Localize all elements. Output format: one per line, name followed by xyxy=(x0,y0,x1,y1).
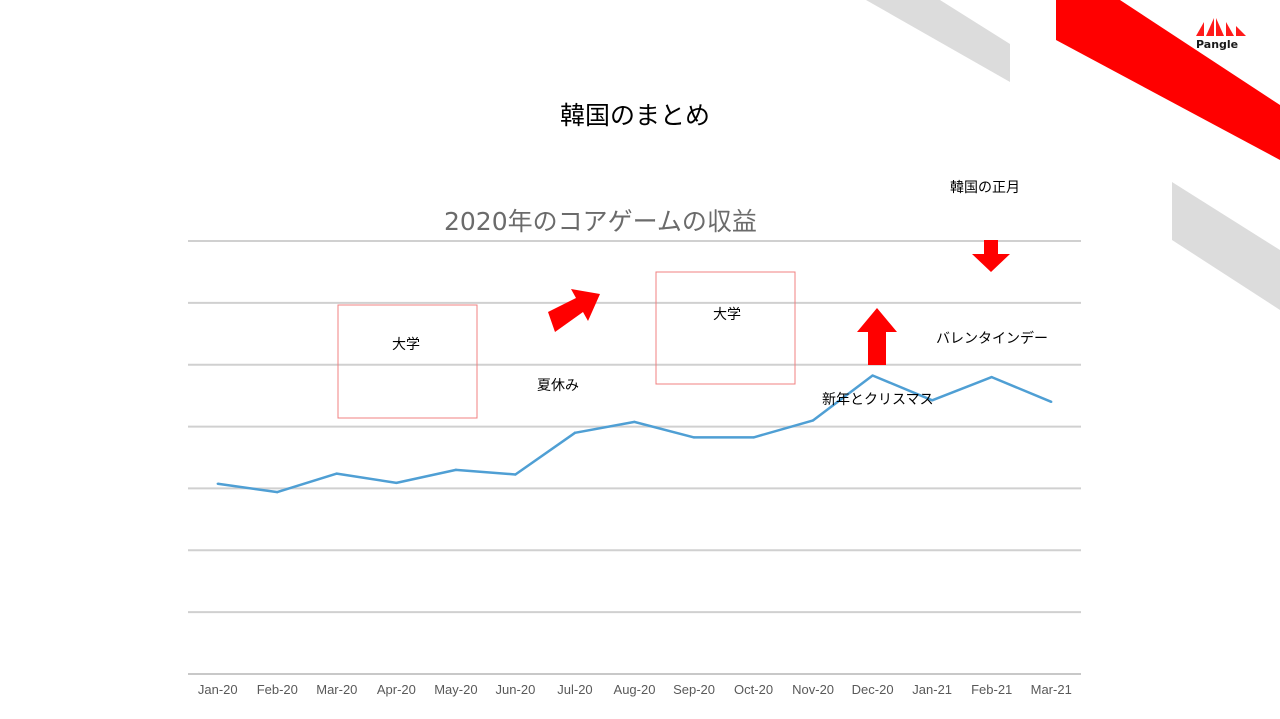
x-tick-label: Feb-21 xyxy=(971,682,1012,697)
x-axis-labels: Jan-20 Feb-20 Mar-20 Apr-20 May-20 Jun-20 Jul-… xyxy=(198,682,1072,697)
x-tick-label: May-20 xyxy=(434,682,477,697)
x-tick-label: Aug-20 xyxy=(614,682,656,697)
chart-title: 2020年のコアゲームの収益 xyxy=(444,207,757,236)
x-tick-label: Jun-20 xyxy=(496,682,536,697)
university-box-2 xyxy=(655,271,796,385)
data-point-Feb-21 xyxy=(990,375,993,379)
data-point-Nov-20 xyxy=(811,419,815,422)
data-point-Mar-20 xyxy=(335,472,339,475)
data-point-Jul-20 xyxy=(573,431,577,434)
chart-gridlines xyxy=(188,240,1081,675)
slide-title: 韓国のまとめ xyxy=(559,101,710,130)
red-stripe xyxy=(1056,0,1280,160)
university-label-2: 大学 xyxy=(713,307,741,323)
data-point-May-20 xyxy=(454,468,458,472)
x-tick-label: Oct-20 xyxy=(734,682,773,697)
data-point-Dec-20 xyxy=(871,374,874,377)
university-box-1 xyxy=(337,304,478,419)
x-tick-label: Jul-20 xyxy=(557,682,592,697)
x-tick-label: Sep-20 xyxy=(673,682,715,697)
x-tick-label: Jan-20 xyxy=(198,682,238,697)
x-tick-label: Mar-20 xyxy=(316,682,357,697)
data-point-Aug-20 xyxy=(633,420,636,424)
data-point-Apr-20 xyxy=(395,481,398,485)
data-point-Oct-20 xyxy=(752,436,755,439)
annotation-arrows xyxy=(548,240,1010,365)
x-tick-label: Jan-21 xyxy=(912,682,952,697)
lunar-new-year-label: 韓国の正月 xyxy=(950,180,1020,196)
brand-name: Pangle xyxy=(1196,38,1239,51)
gray-stripe-top xyxy=(866,0,1010,82)
data-point-Mar-21 xyxy=(1050,400,1053,404)
data-point-Jun-20 xyxy=(514,473,517,476)
valentines-day-label: バレンタインデー xyxy=(936,331,1048,347)
down-arrow xyxy=(972,240,1010,272)
gray-stripe-right xyxy=(1172,182,1280,310)
decorative-stripes xyxy=(866,0,1280,310)
data-point-Jan-20 xyxy=(216,482,219,485)
x-tick-label: Dec-20 xyxy=(852,682,894,697)
up-arrow xyxy=(857,308,897,365)
data-point-Jan-21 xyxy=(930,399,934,402)
x-tick-label: Feb-20 xyxy=(257,682,298,697)
summer-vacation-label: 夏休み xyxy=(535,375,581,395)
x-tick-label: Apr-20 xyxy=(377,682,416,697)
x-tick-label: Nov-20 xyxy=(792,682,834,697)
data-point-Sep-20 xyxy=(692,436,696,439)
annotation-boxes xyxy=(337,271,796,419)
x-tick-label: Mar-21 xyxy=(1031,682,1072,697)
new-year-christmas-label: 新年とクリスマス xyxy=(822,392,934,408)
pangle-logo-icon xyxy=(1196,18,1246,36)
chart-series xyxy=(216,374,1053,494)
up-trend-arrow xyxy=(548,289,600,332)
university-label-1: 大学 xyxy=(392,337,420,353)
data-point-Feb-20 xyxy=(276,490,279,494)
